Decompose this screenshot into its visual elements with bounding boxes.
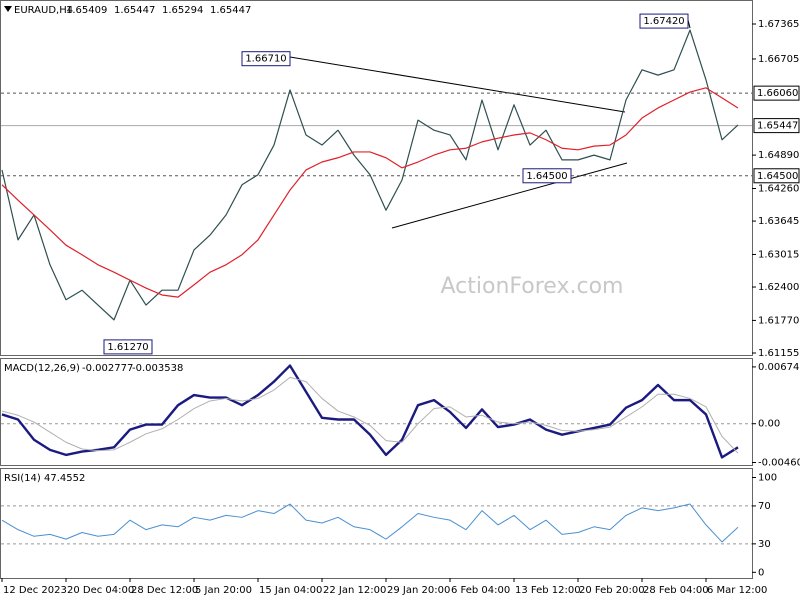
price-marker-box	[753, 168, 800, 184]
price-marker-label: 1.66060	[757, 88, 798, 99]
price-marker-box	[753, 85, 800, 101]
x-tick-label: 29 Jan 20:00	[387, 585, 450, 596]
readout: 47.4552	[44, 473, 85, 484]
watermark: ActionForex.com	[441, 274, 624, 299]
annotation-box	[522, 168, 572, 184]
annotation-label: 1.64500	[526, 171, 567, 182]
annotation-box	[241, 51, 291, 67]
panel-title: MACD(12,26,9)	[4, 363, 80, 374]
annotation-box	[639, 13, 689, 29]
triangle-lower-line	[391, 162, 628, 229]
series-line	[1, 87, 739, 298]
readout: -0.003538	[132, 363, 183, 374]
x-tick-label: 22 Jan 12:00	[323, 585, 386, 596]
readout: 1.65409	[66, 5, 107, 16]
annotation-box	[103, 339, 153, 355]
readout: -0.002777	[82, 363, 133, 374]
x-tick-label: 20 Feb 20:00	[579, 585, 645, 596]
panel-frame	[0, 0, 753, 356]
y-tick-label: 1.61770	[758, 315, 799, 326]
annotation-label: 1.67420	[643, 16, 684, 27]
panel-frame	[0, 468, 753, 579]
y-tick-label: 0.006743	[758, 362, 800, 373]
y-tick-label: 1.64260	[758, 183, 799, 194]
triangle-upper-line	[289, 56, 626, 113]
y-tick-label: 1.63645	[758, 216, 799, 227]
series-line	[1, 376, 739, 454]
y-tick-label: 0	[758, 567, 764, 578]
y-tick-label: 0.00	[758, 419, 780, 430]
y-tick-label: 70	[758, 501, 771, 512]
readout: 1.65447	[114, 5, 155, 16]
x-tick-label: 6 Mar 12:00	[707, 585, 767, 596]
y-tick-label: -0.004603	[758, 457, 800, 468]
x-tick-label: 13 Feb 12:00	[515, 585, 581, 596]
x-tick-label: 12 Dec 2023	[3, 585, 67, 596]
panel-title: EURAUD,H4	[14, 5, 73, 16]
annotation-label: 1.66710	[245, 54, 286, 65]
series-line	[1, 364, 739, 459]
price-marker-label: 1.64500	[757, 171, 798, 182]
price-marker-box	[753, 118, 800, 134]
series-line	[1, 503, 739, 543]
readout: 1.65294	[162, 5, 203, 16]
x-tick-label: 28 Dec 12:00	[131, 585, 198, 596]
y-tick-label: 1.61155	[758, 348, 799, 359]
symbol-menu-icon[interactable]	[4, 6, 12, 12]
x-tick-label: 20 Dec 04:00	[67, 585, 134, 596]
y-tick-label: 1.64890	[758, 150, 799, 161]
price-marker-label: 1.65447	[757, 121, 798, 132]
x-tick-label: 15 Jan 04:00	[259, 585, 322, 596]
y-tick-label: 100	[758, 472, 777, 483]
panel-frame	[0, 358, 753, 466]
y-tick-label: 1.66705	[758, 54, 799, 65]
x-tick-label: 28 Feb 04:00	[643, 585, 709, 596]
readout: 1.65447	[210, 5, 251, 16]
annotation-label: 1.61270	[107, 342, 148, 353]
x-tick-label: 5 Jan 20:00	[195, 585, 252, 596]
y-tick-label: 30	[758, 539, 771, 550]
series-line	[1, 29, 739, 321]
y-tick-label: 1.67365	[758, 19, 799, 30]
panel-title: RSI(14)	[4, 473, 41, 484]
x-tick-label: 6 Feb 04:00	[451, 585, 510, 596]
y-tick-label: 1.62400	[758, 282, 799, 293]
y-tick-label: 1.63015	[758, 249, 799, 260]
